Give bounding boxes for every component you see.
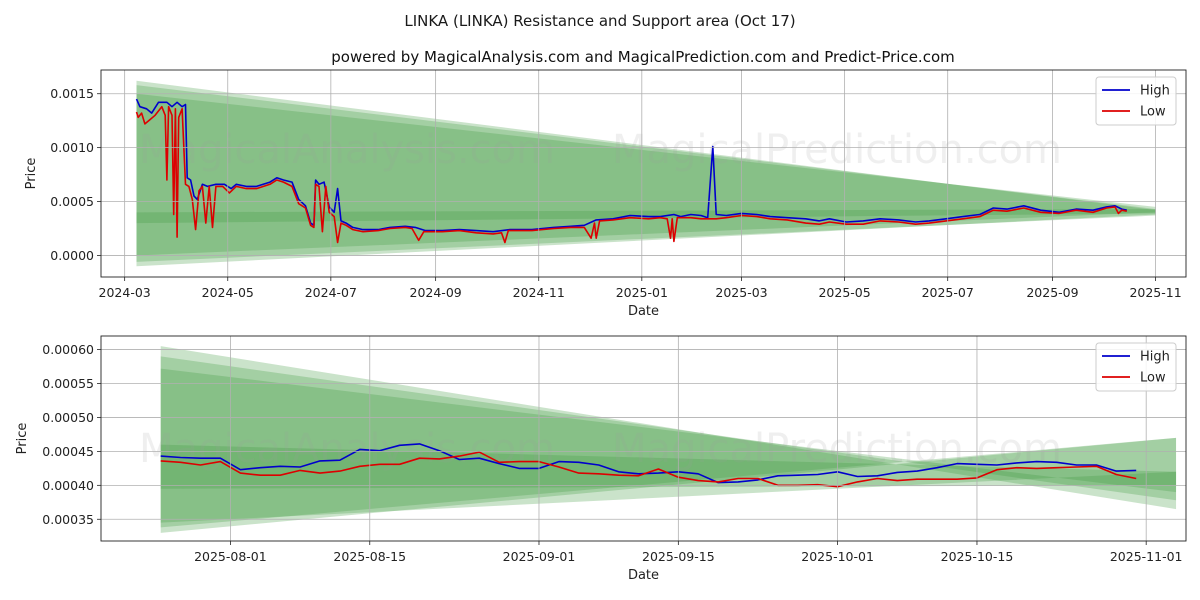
top-chart-panel: MagicalAnalysis.com MagicalPrediction.com… <box>24 69 1187 319</box>
x-tick-label: 2025-09-01 <box>503 549 576 564</box>
x-tick-label: 2025-10-01 <box>801 549 874 564</box>
legend: High Low <box>1095 76 1177 126</box>
y-tick-label: 0.0000 <box>50 248 94 263</box>
x-tick-label: 2024-09 <box>410 285 462 300</box>
y-tick-label: 0.00045 <box>42 444 94 459</box>
y-tick-label: 0.0010 <box>50 140 94 155</box>
support-resistance-band <box>160 368 1177 523</box>
x-tick-label: 2024-03 <box>99 285 151 300</box>
plot-area <box>101 336 1186 541</box>
x-axis-label: Date <box>628 304 659 319</box>
legend-box <box>1095 342 1177 392</box>
legend-label-high: High <box>1140 84 1170 99</box>
legend-label-low: Low <box>1140 105 1166 120</box>
x-tick-label: 2024-05 <box>202 285 254 300</box>
bottom-chart-panel: MagicalAnalysis.com MagicalPrediction.com… <box>15 335 1187 583</box>
y-tick-label: 0.00040 <box>42 478 94 493</box>
support-resistance-band <box>136 85 1156 262</box>
watermark-right: MagicalPrediction.com <box>612 127 1062 173</box>
x-tick-label: 2024-07 <box>305 285 357 300</box>
series-line-high <box>160 443 1137 484</box>
plot-frame <box>100 69 1187 278</box>
plot-content: MagicalAnalysis.com MagicalPrediction.com <box>139 346 1177 533</box>
plot-frame <box>100 335 1187 542</box>
plot-area <box>101 70 1186 277</box>
x-tick-label: 2025-01 <box>616 285 668 300</box>
legend-label-high: High <box>1140 350 1170 365</box>
figure-title: LINKA (LINKA) Resistance and Support are… <box>404 12 795 30</box>
legend: High Low <box>1095 342 1177 392</box>
x-tick-label: 2025-07 <box>922 285 974 300</box>
support-resistance-band <box>160 346 1177 533</box>
plot-content: MagicalAnalysis.com MagicalPrediction.com <box>135 80 1156 267</box>
x-tick-label: 2025-08-01 <box>194 549 267 564</box>
y-tick-label: 0.00050 <box>42 410 94 425</box>
x-axis-label: Date <box>628 568 659 583</box>
x-tick-label: 2025-09-15 <box>642 549 715 564</box>
legend-box <box>1095 76 1177 126</box>
y-tick-label: 0.0015 <box>50 86 94 101</box>
legend-label-low: Low <box>1140 371 1166 386</box>
x-tick-label: 2025-05 <box>818 285 870 300</box>
watermark-left: MagicalAnalysis.com <box>139 127 555 173</box>
series-line-high <box>135 98 1127 233</box>
y-axis-label: Price <box>24 158 39 190</box>
x-tick-label: 2025-03 <box>715 285 767 300</box>
support-resistance-band <box>160 356 1177 528</box>
figure-subtitle: powered by MagicalAnalysis.com and Magic… <box>331 48 955 66</box>
series-line-low <box>135 105 1127 244</box>
y-axis-label: Price <box>15 423 30 455</box>
series-line-low <box>160 451 1137 488</box>
y-tick-label: 0.0005 <box>50 194 94 209</box>
support-resistance-band <box>136 93 1156 256</box>
y-tick-label: 0.00035 <box>42 512 94 527</box>
support-resistance-band <box>160 444 1177 489</box>
x-tick-label: 2025-09 <box>1026 285 1078 300</box>
x-tick-label: 2025-11 <box>1129 285 1181 300</box>
y-tick-label: 0.00060 <box>42 342 94 357</box>
x-tick-label: 2025-11-01 <box>1110 549 1183 564</box>
x-tick-label: 2024-11 <box>513 285 565 300</box>
x-tick-label: 2025-08-15 <box>333 549 406 564</box>
y-tick-label: 0.00055 <box>42 376 94 391</box>
x-tick-label: 2025-10-15 <box>941 549 1014 564</box>
